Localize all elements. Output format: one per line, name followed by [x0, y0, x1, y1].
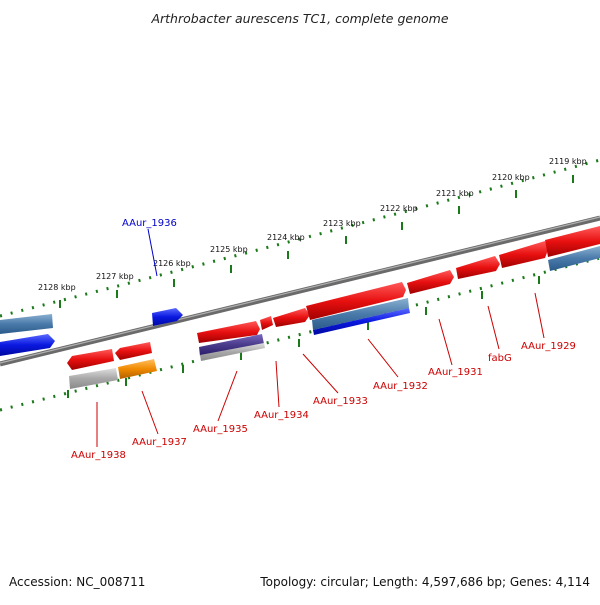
gene-steel-right[interactable] — [548, 246, 600, 271]
outer-major-ticks — [59, 175, 574, 308]
gene-label[interactable]: AAur_1938 — [71, 450, 126, 461]
gene-aaur-1931[interactable] — [407, 270, 454, 294]
genome-backbone-highlight — [0, 216, 600, 364]
topology-text: Topology: circular; Length: 4,597,686 bp… — [259, 575, 590, 589]
gene-aaur-1932-steel[interactable] — [312, 298, 409, 330]
gene-aaur-1934[interactable] — [260, 316, 273, 330]
top-strand-genes — [0, 226, 600, 356]
tick-label: 2122 kbp — [380, 204, 418, 213]
gene-aaur-1938-gray[interactable] — [69, 368, 118, 389]
bottom-strand-genes — [67, 246, 600, 389]
map-title: Arthrobacter aurescens TC1, complete gen… — [150, 11, 448, 26]
gene-label[interactable]: AAur_1936 — [122, 218, 177, 229]
gene-aaur-1937-red[interactable] — [115, 342, 152, 360]
gene-label[interactable]: AAur_1929 — [521, 341, 576, 352]
gene-aaur-1932-blue[interactable] — [313, 308, 410, 335]
tick-label: 2120 kbp — [492, 173, 530, 182]
accession-text: Accession: NC_008711 — [9, 575, 145, 589]
inner-tick-track — [0, 256, 600, 412]
gene-aaur-1929[interactable] — [499, 241, 548, 268]
gene-label[interactable]: AAur_1931 — [428, 367, 483, 378]
gene-steel-left[interactable] — [0, 314, 53, 334]
gene-label[interactable]: AAur_1937 — [132, 437, 187, 448]
outer-tick-track — [0, 158, 600, 318]
gene-label[interactable]: AAur_1934 — [254, 410, 309, 421]
tick-label: 2128 kbp — [38, 283, 76, 292]
gene-aaur-1935-purple[interactable] — [199, 334, 264, 356]
gene-aaur-1932[interactable] — [306, 282, 406, 320]
gene-aaur-1935-gray[interactable] — [200, 343, 265, 361]
gene-labels: AAur_1936 AAur_1938 AAur_1937 AAur_1935 … — [71, 218, 576, 461]
gene-aaur-1933[interactable] — [273, 308, 310, 327]
gene-label[interactable]: AAur_1932 — [373, 381, 428, 392]
tick-label: 2123 kbp — [323, 219, 361, 228]
tick-label: 2124 kbp — [267, 233, 305, 242]
gene-blue-left-arrow[interactable] — [0, 334, 55, 356]
tick-label: 2127 kbp — [96, 272, 134, 281]
gene-aaur-1935-top[interactable] — [197, 321, 260, 343]
tick-label: 2125 kbp — [210, 245, 248, 254]
tick-label: 2126 kbp — [153, 259, 191, 268]
gene-red-right[interactable] — [545, 226, 600, 257]
gene-label[interactable]: AAur_1935 — [193, 424, 248, 435]
inner-major-ticks — [67, 276, 540, 398]
gene-aaur-1936[interactable] — [152, 308, 183, 326]
gene-fabg[interactable] — [456, 256, 500, 279]
tick-label: 2119 kbp — [549, 157, 587, 166]
label-leaders — [96, 228, 545, 447]
gene-aaur-1938-red[interactable] — [67, 349, 114, 370]
gene-label[interactable]: fabG — [488, 353, 512, 364]
tick-label: 2121 kbp — [436, 189, 474, 198]
gene-aaur-1937-orange[interactable] — [118, 359, 157, 379]
gene-label[interactable]: AAur_1933 — [313, 396, 368, 407]
tick-labels: 2128 kbp 2127 kbp 2126 kbp 2125 kbp 2124… — [38, 157, 587, 292]
